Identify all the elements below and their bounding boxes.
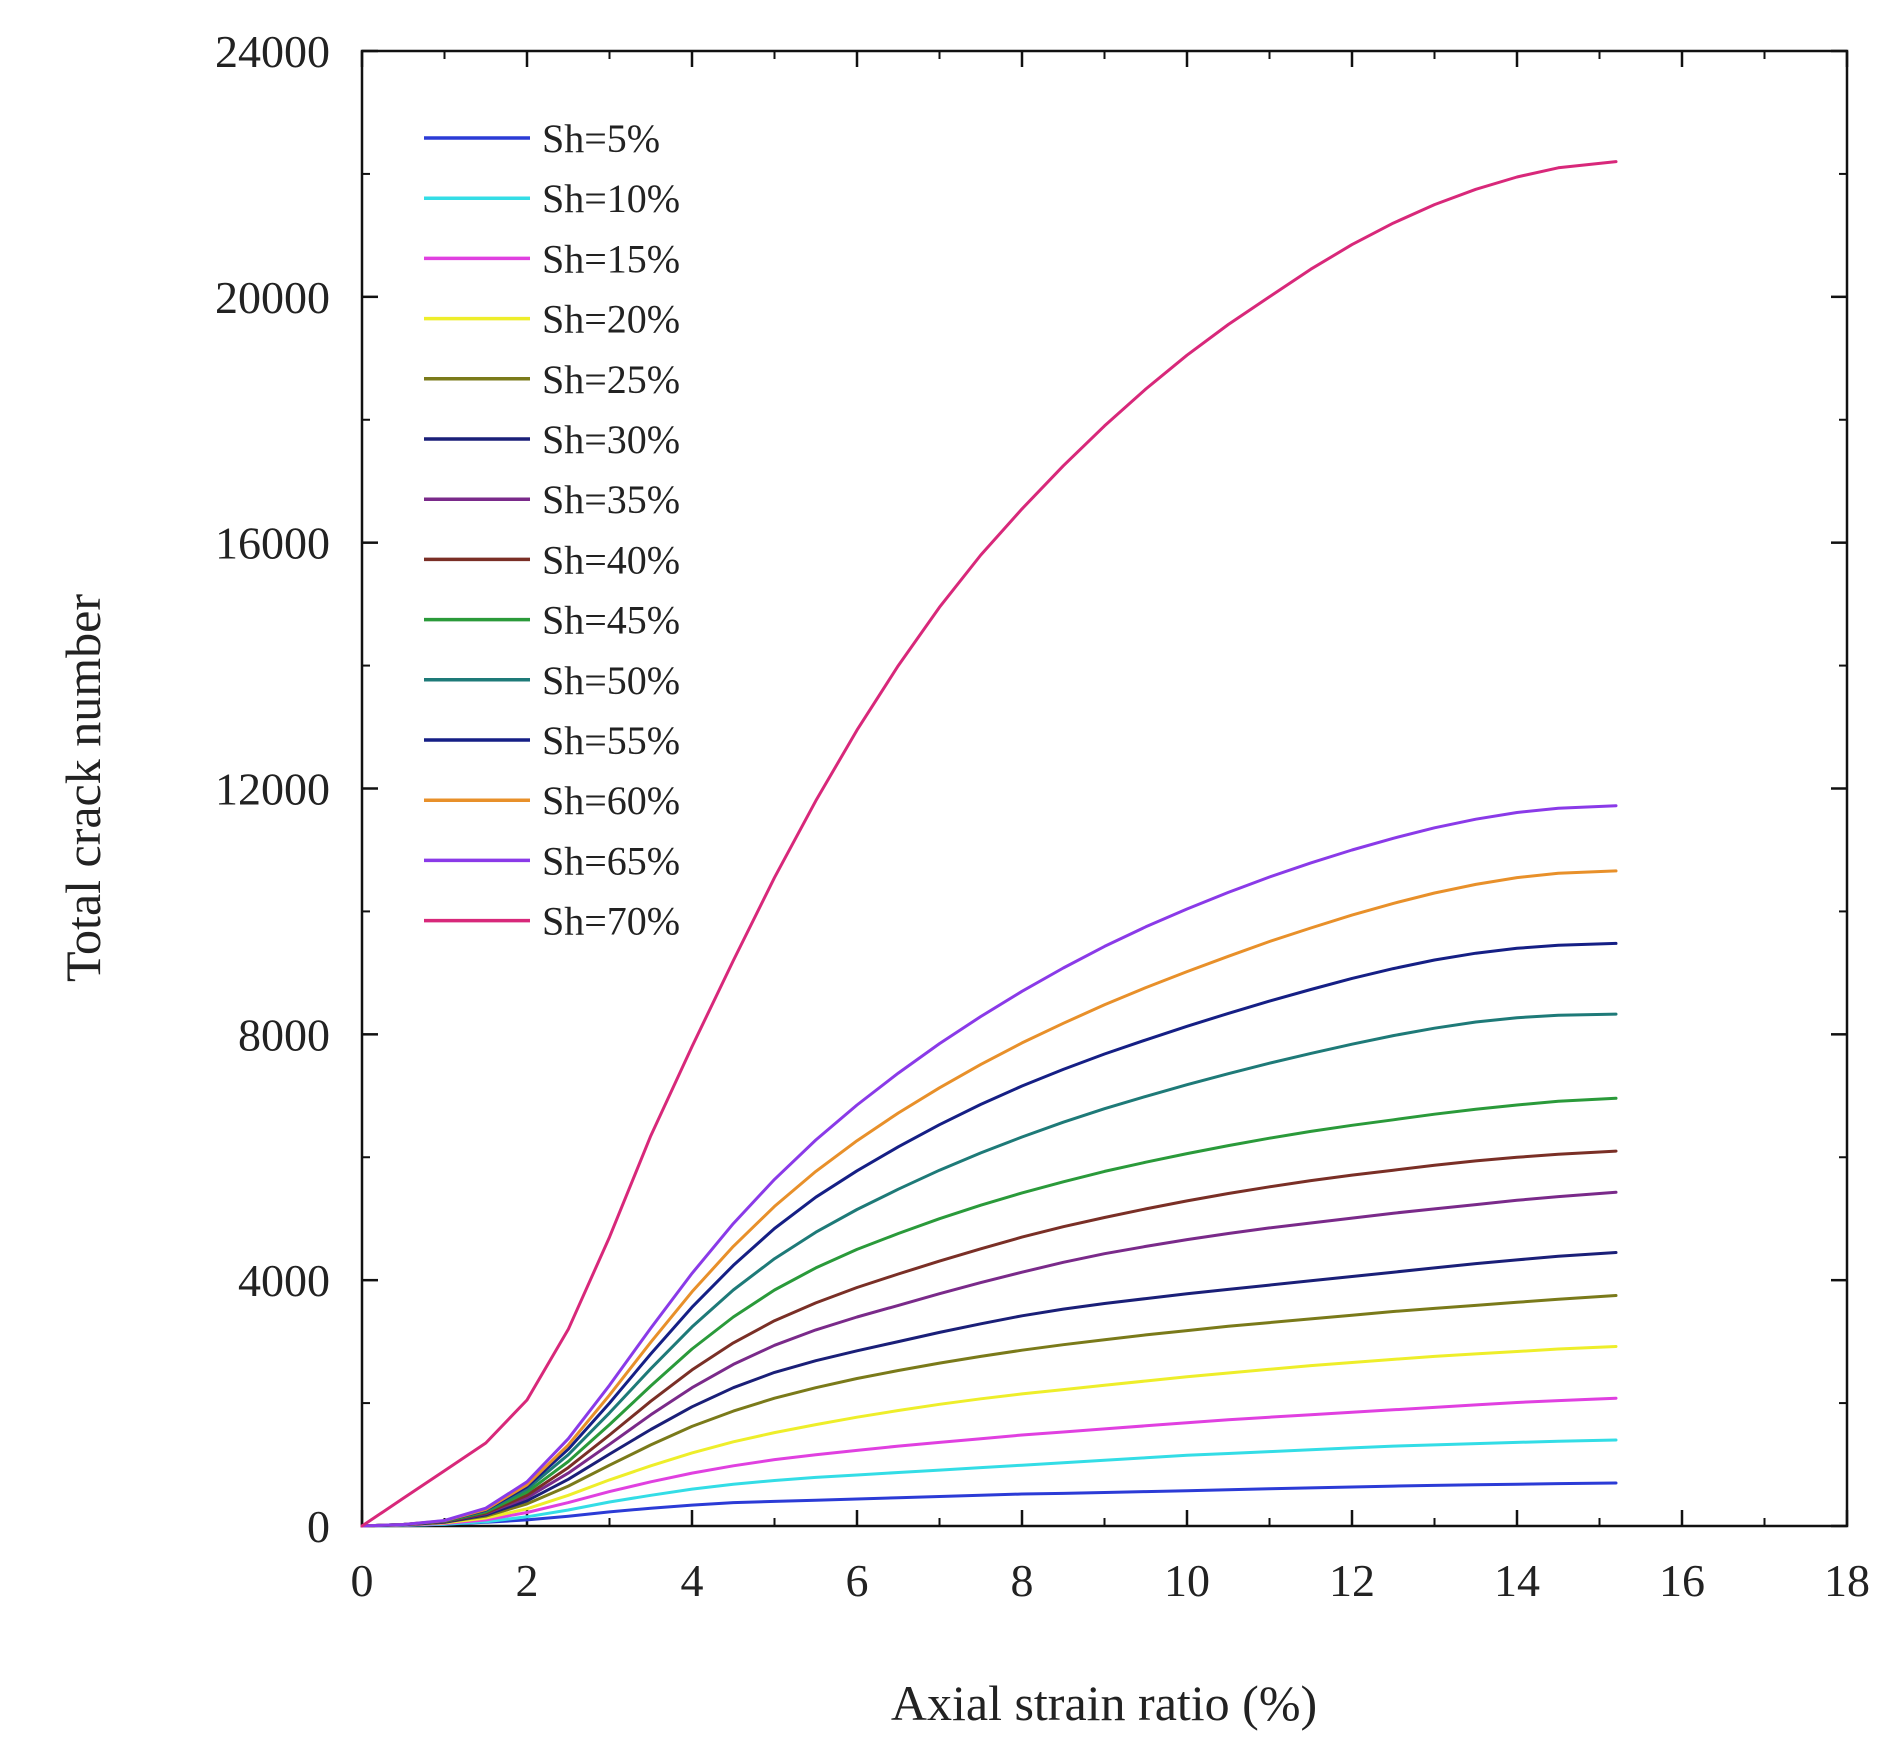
x-tick-label: 6 xyxy=(846,1555,869,1606)
axis-ticks: 0 2 4 6 8 10 12 14 16 18 0 4000 8000 12000 16000 20000 2… xyxy=(215,26,1870,1606)
legend-label: Sh=50% xyxy=(542,658,680,703)
legend-label: Sh=45% xyxy=(542,598,680,643)
legend-label: Sh=10% xyxy=(542,176,680,221)
series-line-sh35 xyxy=(360,1190,1618,1528)
series-line-sh65 xyxy=(360,804,1618,1528)
y-tick-label: 0 xyxy=(307,1501,330,1552)
legend-label: Sh=20% xyxy=(542,297,680,342)
series-line-sh20 xyxy=(360,1345,1618,1528)
x-tick-label: 8 xyxy=(1011,1555,1034,1606)
series-line-sh60 xyxy=(360,869,1618,1528)
series-line-sh15 xyxy=(360,1396,1618,1528)
y-tick-label: 12000 xyxy=(215,764,330,815)
x-tick-label: 0 xyxy=(351,1555,374,1606)
legend-label: Sh=70% xyxy=(542,899,680,944)
x-tick-label: 10 xyxy=(1164,1555,1210,1606)
x-tick-label: 2 xyxy=(516,1555,539,1606)
legend-label: Sh=60% xyxy=(542,778,680,823)
series-line-sh25 xyxy=(360,1294,1618,1528)
legend-label: Sh=15% xyxy=(542,236,680,281)
x-tick-label: 16 xyxy=(1659,1555,1705,1606)
y-tick-label: 20000 xyxy=(215,272,330,323)
series-lines xyxy=(360,160,1618,1528)
series-line-sh10 xyxy=(360,1438,1618,1528)
y-axis-title: Total crack number xyxy=(55,594,111,982)
legend-label: Sh=5% xyxy=(542,116,660,161)
series-line-sh55 xyxy=(360,941,1618,1528)
legend-label: Sh=55% xyxy=(542,718,680,763)
x-tick-label: 4 xyxy=(681,1555,704,1606)
legend: Sh=5% Sh=10% Sh=15% Sh=20% Sh=25% Sh=30% Sh=35… xyxy=(424,116,680,944)
y-tick-label: 4000 xyxy=(238,1255,330,1306)
series-line-sh50 xyxy=(360,1012,1618,1528)
series-line-sh5 xyxy=(360,1481,1618,1528)
y-tick-label: 16000 xyxy=(215,518,330,569)
series-line-sh40 xyxy=(360,1149,1618,1528)
x-axis-title: Axial strain ratio (%) xyxy=(891,1675,1317,1731)
x-tick-label: 18 xyxy=(1824,1555,1870,1606)
y-tick-label: 24000 xyxy=(215,26,330,77)
y-tick-label: 8000 xyxy=(238,1009,330,1060)
x-tick-label: 14 xyxy=(1494,1555,1540,1606)
legend-label: Sh=65% xyxy=(542,838,680,883)
series-line-sh45 xyxy=(360,1096,1618,1528)
x-tick-label: 12 xyxy=(1329,1555,1375,1606)
series-line-sh70 xyxy=(360,160,1618,1528)
legend-label: Sh=35% xyxy=(542,477,680,522)
legend-label: Sh=40% xyxy=(542,537,680,582)
legend-label: Sh=30% xyxy=(542,417,680,462)
legend-label: Sh=25% xyxy=(542,357,680,402)
series-line-sh30 xyxy=(360,1251,1618,1528)
